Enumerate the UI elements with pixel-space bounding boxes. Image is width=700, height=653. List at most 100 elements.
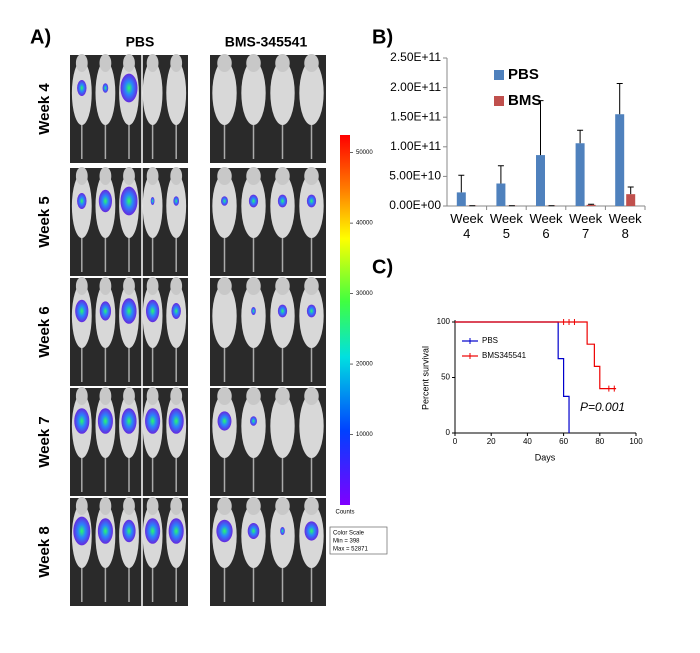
x-tick-label: Week 8	[608, 211, 642, 241]
mouse-head	[275, 277, 290, 295]
signal	[306, 194, 317, 208]
color-bar-tick-label: 20000	[356, 362, 373, 368]
mouse-body	[166, 61, 187, 125]
bar	[586, 204, 596, 206]
mouse-body	[212, 284, 237, 348]
signal	[277, 304, 288, 318]
mouse-head	[246, 167, 261, 185]
signal	[102, 83, 109, 93]
signal	[247, 523, 260, 539]
signal	[168, 518, 184, 544]
mouse-head	[99, 497, 112, 515]
mouse-head	[217, 54, 232, 72]
mouse-head	[75, 167, 88, 185]
mouse-head	[217, 387, 232, 405]
y-tick-label: 5.00E+10	[389, 169, 441, 183]
panel-label: C)	[372, 256, 393, 278]
signal	[221, 196, 228, 206]
mouse-body	[166, 174, 187, 238]
bar	[626, 194, 636, 206]
panel-label: B)	[372, 26, 393, 48]
signal	[97, 518, 113, 544]
x-tick-label: 40	[523, 437, 532, 446]
y-tick-label: 1.00E+11	[390, 139, 441, 153]
mouse-body	[142, 61, 163, 125]
mouse-head	[217, 497, 232, 515]
mouse-head	[304, 277, 319, 295]
mouse-head	[304, 497, 319, 515]
color-bar-tick-label: 10000	[356, 432, 373, 438]
signal	[121, 408, 137, 434]
mouse-head	[75, 54, 88, 72]
y-axis-label: Percent survival	[420, 346, 430, 410]
signal	[122, 519, 136, 543]
y-tick-label: 50	[441, 373, 450, 382]
row-label: Week 6	[36, 306, 53, 357]
survival-curve	[455, 321, 570, 433]
mouse-body	[270, 504, 295, 568]
mouse-head	[275, 54, 290, 72]
mouse-head	[246, 497, 261, 515]
mouse-head	[75, 497, 88, 515]
signal	[120, 73, 138, 103]
x-tick-label: 60	[559, 437, 568, 446]
color-scale-text: Color Scale	[333, 531, 365, 537]
column-header: BMS-345541	[225, 34, 308, 50]
error-bar	[616, 82, 623, 115]
mouse-head	[99, 54, 112, 72]
color-bar-tick-label: 40000	[356, 221, 373, 227]
x-tick-label: Week 4	[450, 211, 484, 241]
error-bar	[458, 174, 465, 193]
mouse-body	[270, 61, 295, 125]
legend-swatch	[494, 70, 504, 80]
mouse-head	[123, 387, 135, 405]
annotation: P=0.001	[580, 400, 625, 414]
color-scale-box	[329, 526, 388, 555]
x-tick-label: Week 6	[529, 211, 563, 241]
signal	[74, 408, 90, 434]
row-label: Week 5	[36, 196, 53, 247]
mouse-body	[270, 394, 295, 458]
mouse-head	[75, 277, 88, 295]
mouse-head	[246, 387, 261, 405]
mouse-head	[75, 387, 88, 405]
bar	[456, 192, 466, 206]
mouse-head	[146, 277, 159, 295]
x-tick-label: 100	[629, 437, 643, 446]
mouse-head	[99, 277, 112, 295]
mouse-head	[275, 387, 290, 405]
bar	[575, 143, 585, 206]
mouse-body	[299, 394, 324, 458]
signal	[280, 527, 285, 535]
row-label: Week 8	[36, 526, 53, 577]
signal	[250, 416, 257, 426]
mouse-head	[99, 167, 112, 185]
mouse-head	[123, 277, 135, 295]
color-scale-text: Max = 52871	[333, 547, 369, 553]
color-bar-tick-label: 30000	[356, 291, 373, 297]
mouse-body	[241, 284, 266, 348]
signal	[248, 194, 259, 208]
bar	[496, 183, 506, 206]
row-label: Week 4	[36, 83, 53, 135]
x-axis-label: Days	[535, 452, 556, 462]
signal	[75, 299, 89, 323]
mouse-head	[99, 387, 112, 405]
mouse-head	[170, 167, 183, 185]
signal	[77, 80, 87, 96]
signal	[277, 194, 288, 208]
signal	[77, 193, 87, 209]
color-bar	[340, 135, 350, 505]
survival-curve	[455, 321, 617, 390]
signal	[145, 408, 161, 434]
mouse-body	[212, 61, 237, 125]
x-tick-label: Week 7	[569, 211, 603, 241]
signal	[98, 189, 113, 213]
mouse-head	[217, 167, 232, 185]
mouse-body	[299, 61, 324, 125]
mouse-head	[170, 497, 183, 515]
signal	[97, 408, 113, 434]
error-bar	[577, 129, 584, 144]
